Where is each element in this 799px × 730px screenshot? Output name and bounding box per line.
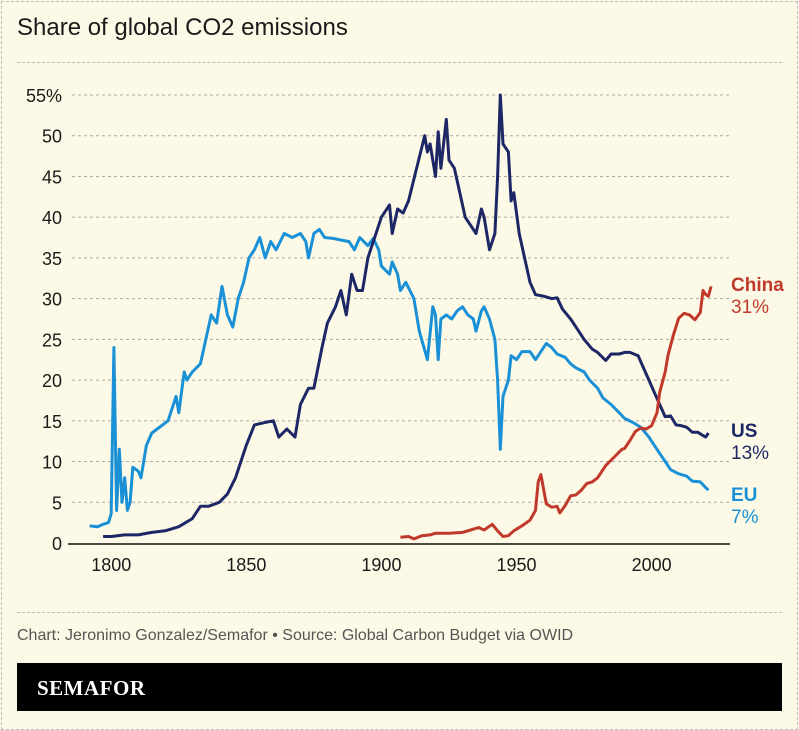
x-tick-label: 2000 (632, 555, 672, 575)
y-tick-label: 55% (26, 86, 62, 106)
y-tick-label: 20 (42, 371, 62, 391)
y-tick-label: 15 (42, 412, 62, 432)
series-name: US (731, 421, 758, 442)
chart-credit: Chart: Jeronimo Gonzalez/Semafor • Sourc… (17, 627, 574, 644)
label-china: China 31% (731, 275, 784, 319)
x-tick-label: 1800 (91, 555, 131, 575)
series-end-value: 7% (731, 507, 759, 528)
semafor-logo[interactable]: SEMAFOR (37, 676, 146, 700)
y-tick-label: 25 (42, 330, 62, 350)
line-chart: 0 5 10 15 20 25 30 35 40 45 50 55% 1800 1850 1900 1950 2… (26, 86, 730, 575)
y-tick-label: 5 (52, 493, 62, 513)
y-tick-label: 50 (42, 127, 62, 147)
title-divider (17, 62, 782, 63)
y-tick-label: 40 (42, 208, 62, 228)
label-eu: EU 7% (731, 485, 758, 529)
series-line-us (103, 93, 710, 538)
series-name: China (731, 275, 784, 296)
footer-bar: SEMAFOR (17, 663, 782, 711)
credit-divider (17, 612, 782, 613)
y-tick-label: 45 (42, 167, 62, 187)
series-end-value: 31% (731, 297, 770, 318)
series-line-eu (89, 227, 710, 529)
y-tick-label: 10 (42, 453, 62, 473)
chart-title: Share of global CO2 emissions (17, 14, 348, 41)
x-tick-label: 1850 (226, 555, 266, 575)
y-tick-label: 30 (42, 290, 62, 310)
x-tick-label: 1900 (361, 555, 401, 575)
label-us: US 13% (731, 421, 769, 465)
series-line-china (400, 286, 713, 541)
y-tick-label: 35 (42, 249, 62, 269)
series-end-value: 13% (731, 443, 770, 464)
series-name: EU (731, 485, 758, 506)
x-tick-label: 1950 (497, 555, 537, 575)
y-tick-label: 0 (52, 534, 62, 554)
